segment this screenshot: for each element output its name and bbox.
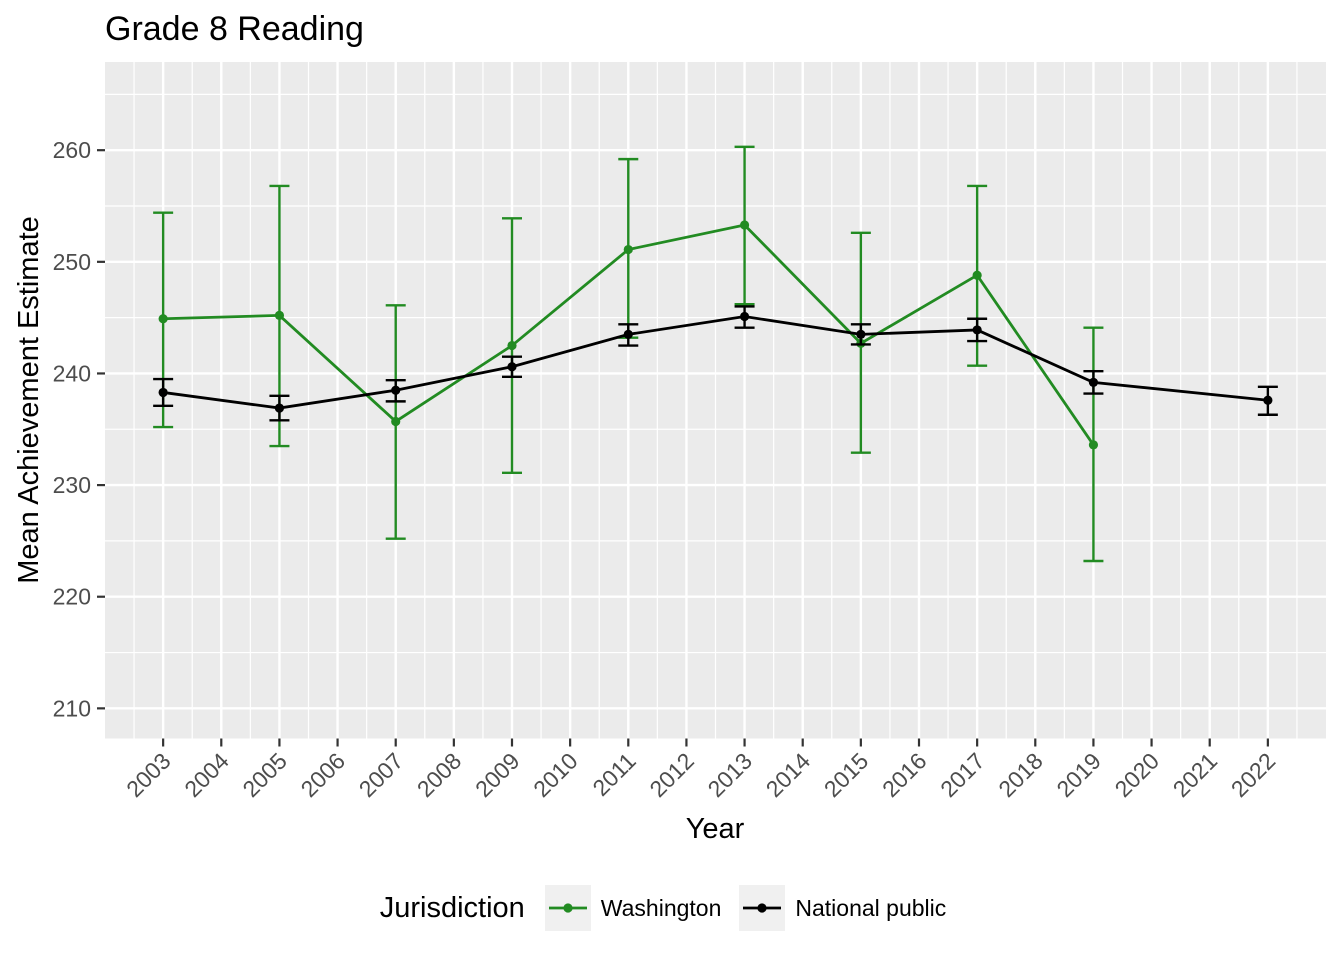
legend-key-glyph <box>739 885 786 931</box>
x-tick-label: 2015 <box>819 748 874 803</box>
legend-item-label: National public <box>795 894 947 921</box>
legend: Jurisdiction Washington National public <box>0 878 1344 938</box>
data-point <box>623 329 633 339</box>
x-tick-label: 2017 <box>935 748 990 803</box>
legend-key-point <box>757 903 767 913</box>
legend-key-point <box>563 903 573 913</box>
x-tick-label: 2010 <box>528 748 583 803</box>
x-tick-label: 2005 <box>237 748 292 803</box>
y-tick-label: 250 <box>53 249 91 275</box>
x-axis-title: Year <box>686 813 745 845</box>
data-point <box>158 314 168 324</box>
data-point <box>739 311 750 322</box>
x-tick-label: 2011 <box>587 748 640 801</box>
data-point <box>391 416 401 427</box>
data-point <box>972 325 982 335</box>
data-point <box>1088 440 1099 450</box>
x-tick-label: 2020 <box>1110 748 1165 803</box>
x-tick-label: 2016 <box>877 748 932 803</box>
data-point <box>507 340 517 351</box>
data-point <box>391 385 401 395</box>
x-tick-label: 2021 <box>1168 748 1223 803</box>
y-tick-label: 230 <box>53 472 91 498</box>
x-tick-label: 2008 <box>412 748 467 803</box>
legend-items: Washington National public <box>544 885 964 931</box>
x-tick-label: 2022 <box>1226 748 1281 803</box>
data-point <box>158 387 168 398</box>
data-point <box>972 270 982 280</box>
data-point <box>739 220 750 230</box>
data-point <box>1088 377 1099 387</box>
axis-ticks <box>97 149 1269 747</box>
legend-item-washington: Washington <box>544 885 722 931</box>
y-tick-label: 220 <box>53 584 91 610</box>
data-series <box>153 145 1278 563</box>
gridlines-major <box>105 62 1326 739</box>
x-tick-label: 2003 <box>121 748 176 803</box>
legend-item-national-public: National public <box>739 885 946 931</box>
y-tick-label: 210 <box>53 695 91 721</box>
gridlines-minor <box>105 62 1326 739</box>
x-tick-label: 2018 <box>993 748 1048 803</box>
legend-key-glyph <box>544 885 591 931</box>
legend-title: Jurisdiction <box>379 891 525 924</box>
x-tick-label: 2013 <box>703 748 758 803</box>
data-point <box>1263 395 1273 405</box>
x-tick-label: 2012 <box>644 748 699 803</box>
y-tick-label: 260 <box>53 137 91 163</box>
plot-title: Grade 8 Reading <box>105 10 364 48</box>
series-national-public <box>153 305 1278 422</box>
data-point <box>274 310 285 321</box>
series-line <box>162 315 1268 410</box>
x-tick-label: 2006 <box>296 748 351 803</box>
x-tick-label: 2019 <box>1051 748 1106 803</box>
x-tick-label: 2007 <box>354 748 409 803</box>
y-axis-title: Mean Achievement Estimate <box>13 216 45 584</box>
x-tick-label: 2009 <box>470 748 525 803</box>
x-tick-label: 2004 <box>179 748 234 803</box>
x-tick-label: 2014 <box>761 748 816 803</box>
data-point <box>856 329 866 339</box>
data-point <box>623 244 633 255</box>
data-point <box>274 403 285 413</box>
legend-item-label: Washington <box>600 894 722 921</box>
data-point <box>507 362 517 372</box>
y-tick-label: 240 <box>53 360 91 386</box>
